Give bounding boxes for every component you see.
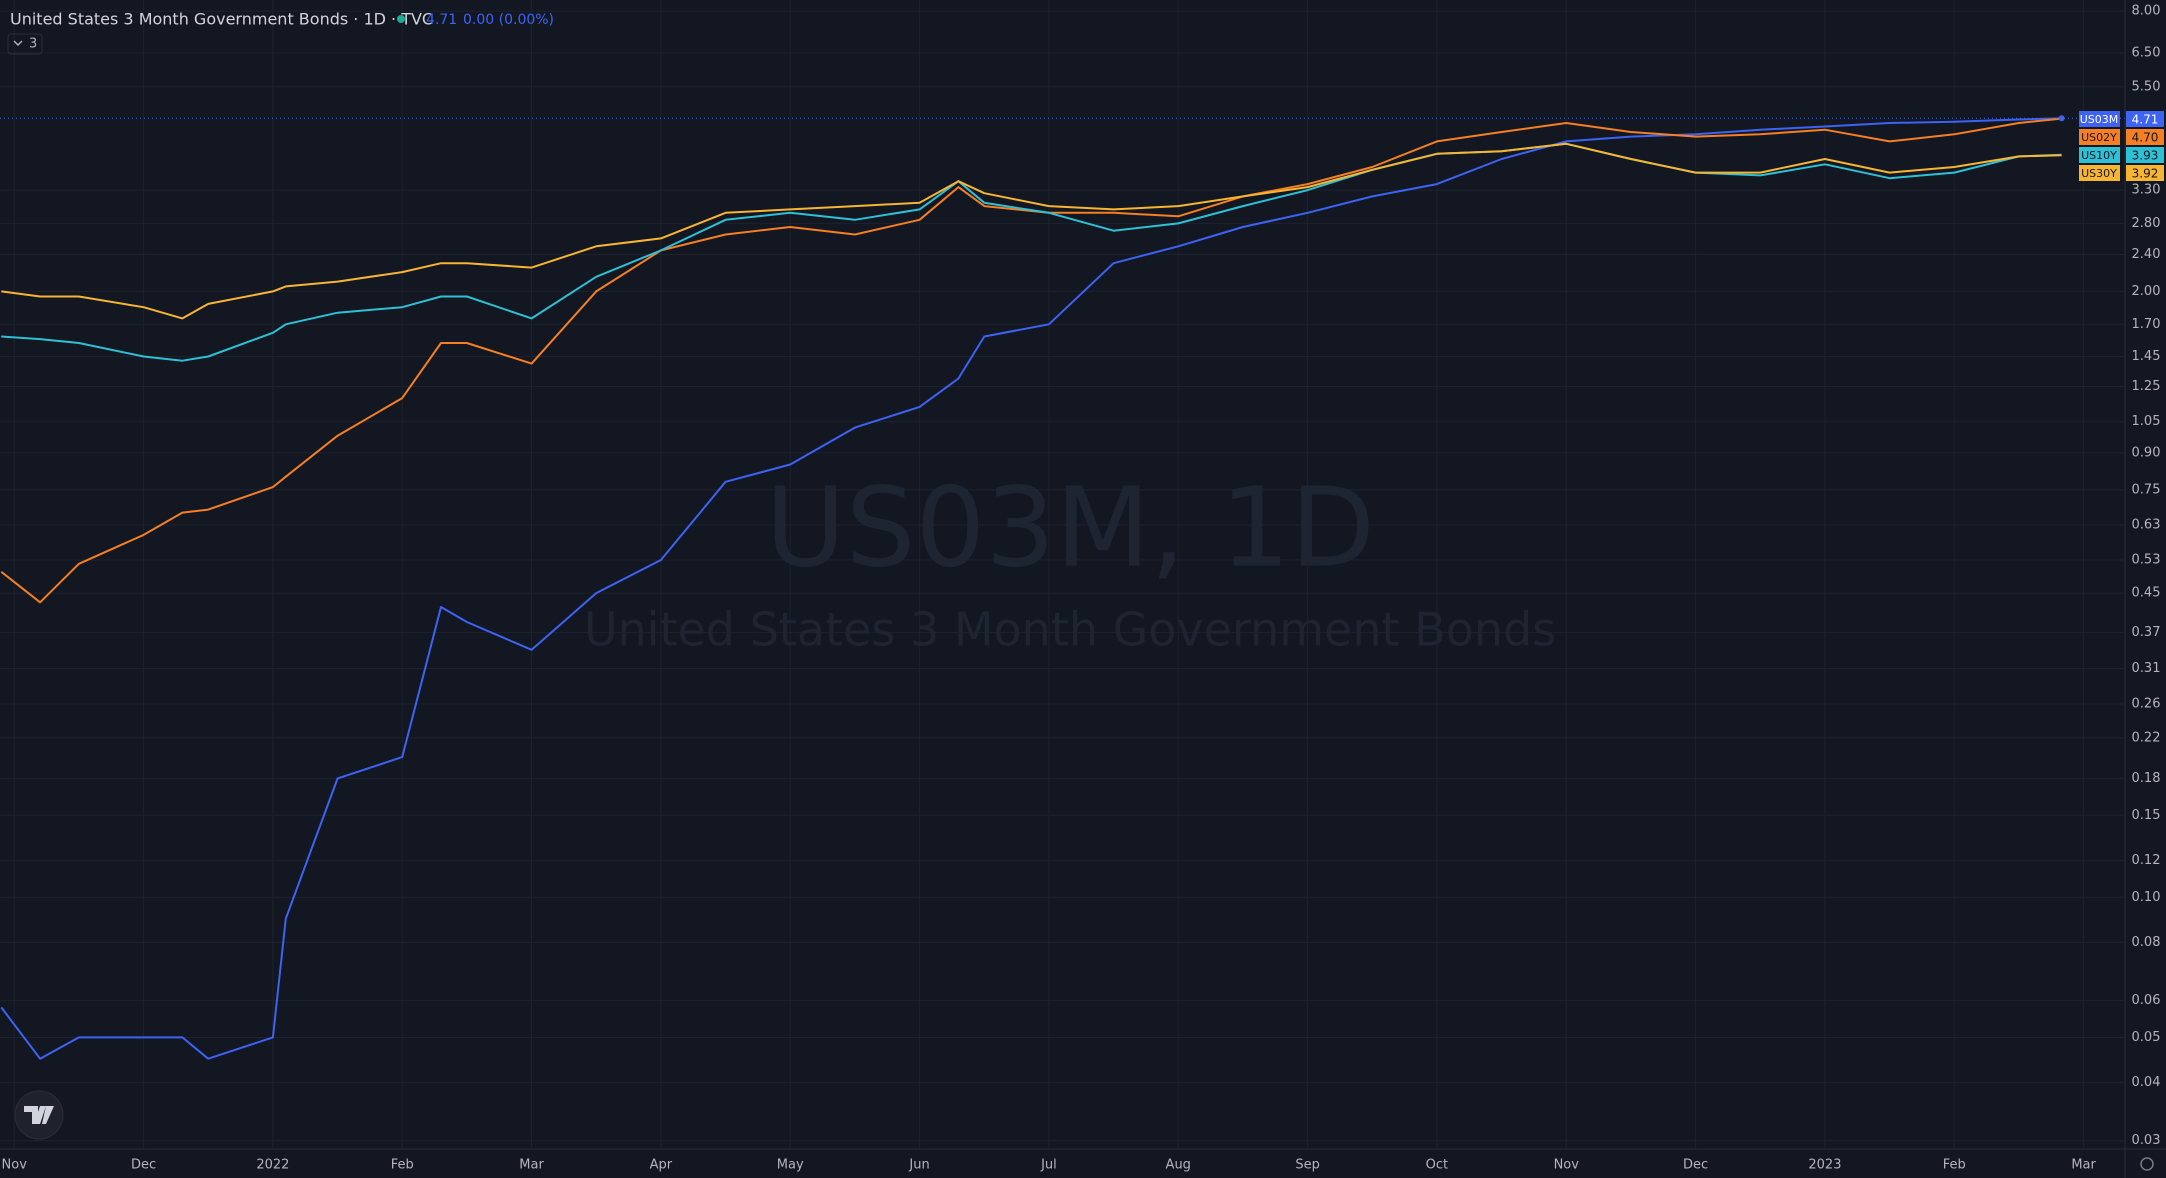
x-tick-label: 2022	[256, 1158, 289, 1173]
y-tick-label: 8.00	[2132, 4, 2161, 19]
y-tick-label: 0.75	[2132, 482, 2161, 497]
y-tick-label: 1.45	[2132, 349, 2161, 364]
y-tick-label: 0.10	[2132, 890, 2161, 905]
badge-value-bg	[2126, 129, 2164, 145]
x-tick-label: Sep	[1295, 1158, 1320, 1173]
y-tick-label: 1.70	[2132, 317, 2161, 332]
header-title: United States 3 Month Government Bonds ·…	[10, 10, 433, 29]
x-tick-label: Dec	[131, 1158, 156, 1173]
y-tick-label: 3.30	[2132, 183, 2161, 198]
badge-value-bg	[2126, 165, 2164, 181]
tv-logo[interactable]	[14, 1090, 64, 1140]
indicators-toggle[interactable]	[7, 33, 43, 55]
badge-name-bg	[2079, 129, 2120, 145]
last-point	[2058, 115, 2065, 122]
y-tick-label: 0.08	[2132, 935, 2161, 950]
y-tick-label: 0.90	[2132, 445, 2161, 460]
x-tick-label: 2023	[1808, 1158, 1841, 1173]
y-tick-label: 0.05	[2132, 1030, 2161, 1045]
value-label: 4.70	[2132, 131, 2159, 145]
x-tick-label: Nov	[2, 1158, 28, 1173]
y-tick-label: 1.05	[2132, 414, 2161, 429]
value-label: 3.92	[2132, 167, 2159, 181]
header-change: 0.00 (0.00%)	[463, 12, 554, 28]
y-tick-label: 6.50	[2132, 46, 2161, 61]
y-tick-label: 0.45	[2132, 586, 2161, 601]
status-dot	[397, 15, 405, 23]
badge-name-bg	[2079, 165, 2120, 181]
badge-value-bg	[2126, 111, 2164, 127]
y-tick-label: 0.12	[2132, 853, 2161, 868]
y-tick-label: 2.00	[2132, 284, 2161, 299]
settings-icon[interactable]	[2140, 1157, 2154, 1171]
watermark-name: United States 3 Month Government Bonds	[584, 603, 1556, 657]
y-tick-label: 0.06	[2132, 993, 2161, 1008]
series-line	[0, 117, 2062, 1060]
y-tick-label: 0.63	[2132, 518, 2161, 533]
x-tick-label: Oct	[1426, 1158, 1448, 1173]
series-line	[0, 117, 2062, 604]
y-tick-label: 0.04	[2132, 1075, 2161, 1090]
x-tick-label: Aug	[1166, 1158, 1191, 1173]
lines	[0, 115, 2125, 1060]
x-tick-label: Apr	[650, 1158, 673, 1173]
legend-entry: US10Y	[2081, 149, 2117, 162]
legend-entry: US03M	[2080, 113, 2119, 126]
grid	[0, 0, 2125, 1149]
y-tick-label: 0.22	[2132, 730, 2161, 745]
badges: US03M 4.71 US02Y 4.70 US10Y 3.93 US30Y 3.92	[2079, 111, 2164, 181]
x-tick-label: May	[777, 1158, 804, 1173]
legend-entry: US02Y	[2081, 131, 2117, 144]
badge-name-bg	[2079, 147, 2120, 163]
x-tick-label: Jun	[908, 1158, 929, 1173]
header-price: 4.71	[426, 12, 457, 28]
x-tick-label: Jul	[1040, 1158, 1057, 1173]
series-line	[1, 142, 2062, 320]
chevron-icon	[13, 40, 23, 46]
y-tick-label: 5.50	[2132, 79, 2161, 94]
y-tick-label: 0.03	[2132, 1133, 2161, 1148]
y-tick-label: 0.31	[2132, 661, 2161, 676]
y-tick-label: 0.18	[2132, 771, 2161, 786]
x-tick-label: Feb	[391, 1158, 414, 1173]
axes: 8.00 6.50 5.50 3.30 2.80 2.40 2.00 1.70 1.45 1.25…	[2, 4, 2161, 1173]
y-tick-label: 0.15	[2132, 808, 2161, 823]
legend-entry: US30Y	[2081, 167, 2117, 180]
badge-name-bg	[2079, 111, 2120, 127]
x-tick-label: Mar	[2071, 1158, 2096, 1173]
value-label: 3.93	[2132, 149, 2159, 163]
watermark-symbol: US03M, 1D	[765, 463, 1375, 591]
value-label: 4.71	[2132, 113, 2159, 127]
x-tick-label: Nov	[1554, 1158, 1580, 1173]
x-tick-label: Mar	[519, 1158, 544, 1173]
x-tick-label: Feb	[1943, 1158, 1966, 1173]
y-tick-label: 0.53	[2132, 552, 2161, 567]
y-tick-label: 2.80	[2132, 216, 2161, 231]
y-tick-label: 2.40	[2132, 247, 2161, 262]
x-tick-label: Dec	[1683, 1158, 1708, 1173]
y-tick-label: 1.25	[2132, 379, 2161, 394]
indicators-count: 3	[29, 37, 37, 52]
y-tick-label: 0.37	[2132, 625, 2161, 640]
y-tick-label: 0.26	[2132, 697, 2161, 712]
badge-value-bg	[2126, 147, 2164, 163]
